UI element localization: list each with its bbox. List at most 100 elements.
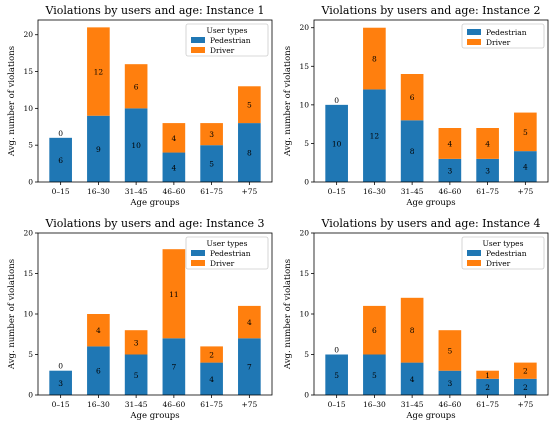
legend-box (185, 236, 269, 270)
y-tick-label: 0 (304, 178, 309, 187)
x-axis-label: Age groups (129, 411, 179, 421)
bar-driver-4 (438, 128, 462, 159)
legend-title: User types (207, 26, 248, 35)
y-tick-label: 0 (304, 391, 309, 400)
legend-label: Pedestrian (210, 36, 251, 45)
x-tick-label: 0–15 (328, 400, 346, 409)
legend-swatch-pedestrian (467, 29, 481, 35)
bar-driver-6 (514, 112, 537, 152)
x-tick-label: 0–15 (52, 187, 70, 196)
bar-driver-2 (87, 27, 110, 116)
data-label: 6 (372, 326, 377, 335)
data-label: 0 (334, 346, 339, 355)
chart-panel-1: Violations by users and age: Instance 1 6… (7, 4, 273, 208)
x-tick-label: 46–60 (162, 187, 185, 196)
data-label: 4 (485, 139, 490, 148)
bar-pedestrian-4 (438, 158, 462, 182)
data-label: 2 (209, 351, 214, 360)
x-tick-label: 61–75 (200, 400, 223, 409)
legend-box (185, 23, 269, 57)
y-tick-label: 5 (304, 350, 309, 359)
data-label: 0 (58, 129, 63, 138)
legend-label: Driver (210, 259, 235, 268)
bar-pedestrian-3 (400, 120, 424, 182)
bar-pedestrian-1 (325, 354, 348, 395)
bar-pedestrian-5 (476, 158, 499, 182)
y-tick-label: 20 (299, 23, 309, 32)
data-label: 3 (209, 130, 214, 139)
data-label: 3 (58, 379, 63, 388)
bar-pedestrian-5 (476, 378, 499, 395)
x-tick-label: 16–30 (363, 187, 386, 196)
legend-label: Pedestrian (486, 28, 527, 37)
x-tick-label: 0–15 (328, 187, 346, 196)
bar-driver-3 (124, 64, 148, 109)
y-tick-label: 15 (23, 67, 33, 76)
y-tick-label: 0 (28, 178, 33, 187)
bar-pedestrian-2 (363, 89, 386, 182)
x-tick-label: 61–75 (200, 187, 223, 196)
legend-swatch-pedestrian (467, 250, 481, 256)
bar-driver-6 (238, 305, 261, 339)
y-tick-label: 10 (299, 310, 309, 319)
bar-pedestrian-5 (200, 145, 223, 182)
x-tick-label: 46–60 (438, 400, 461, 409)
bar-driver-4 (438, 330, 462, 371)
x-axis-label: Age groups (405, 411, 455, 421)
bar-pedestrian-4 (162, 338, 186, 395)
x-tick-label: 16–30 (363, 400, 386, 409)
data-label: 6 (410, 93, 415, 102)
data-label: 4 (523, 163, 528, 172)
bar-driver-2 (87, 314, 110, 347)
data-label: 3 (134, 338, 139, 347)
x-axis-label: Age groups (405, 198, 455, 208)
bar-pedestrian-1 (325, 104, 348, 182)
data-label: 8 (410, 326, 415, 335)
data-label: 6 (134, 82, 139, 91)
legend-swatch-driver (191, 260, 205, 266)
legend-label: Driver (486, 38, 511, 47)
data-label: 2 (523, 367, 528, 376)
data-label: 4 (171, 163, 176, 172)
legend-label: Driver (210, 46, 235, 55)
chart-panel-3: Violations by users and age: Instance 3 3… (7, 217, 273, 421)
legend-swatch-driver (191, 47, 205, 53)
y-tick-label: 15 (299, 269, 309, 278)
y-tick-label: 10 (23, 104, 33, 113)
chart-title: Violations by users and age: Instance 4 (321, 217, 541, 230)
legend-title: User types (207, 239, 248, 248)
bar-pedestrian-3 (400, 362, 424, 395)
bar-pedestrian-1 (49, 370, 72, 395)
bar-pedestrian-2 (87, 115, 110, 182)
bar-driver-5 (200, 123, 223, 146)
y-tick-label: 5 (28, 141, 33, 150)
y-tick-label: 20 (23, 30, 33, 39)
data-label: 1 (485, 371, 490, 380)
data-label: 5 (209, 160, 214, 169)
bar-pedestrian-6 (238, 338, 261, 395)
data-label: 8 (410, 147, 415, 156)
bar-pedestrian-1 (49, 137, 72, 182)
x-tick-label: 31–45 (401, 187, 424, 196)
bar-pedestrian-4 (438, 370, 462, 395)
data-label: 7 (247, 363, 252, 372)
data-label: 6 (58, 156, 63, 165)
y-axis-label: Avg. number of violations (283, 259, 293, 370)
bar-pedestrian-6 (238, 123, 261, 182)
y-axis-label: Avg. number of violations (7, 46, 17, 157)
x-tick-label: 16–30 (87, 187, 110, 196)
bar-driver-3 (124, 330, 148, 355)
x-tick-label: +75 (517, 187, 533, 196)
y-tick-label: 0 (28, 391, 33, 400)
bar-pedestrian-3 (124, 108, 148, 182)
bar-driver-4 (162, 249, 186, 339)
data-label: 7 (171, 363, 176, 372)
x-tick-label: +75 (517, 400, 533, 409)
data-label: 4 (447, 139, 452, 148)
bar-pedestrian-6 (514, 151, 537, 182)
y-tick-label: 20 (23, 229, 33, 238)
data-label: 5 (134, 371, 139, 380)
